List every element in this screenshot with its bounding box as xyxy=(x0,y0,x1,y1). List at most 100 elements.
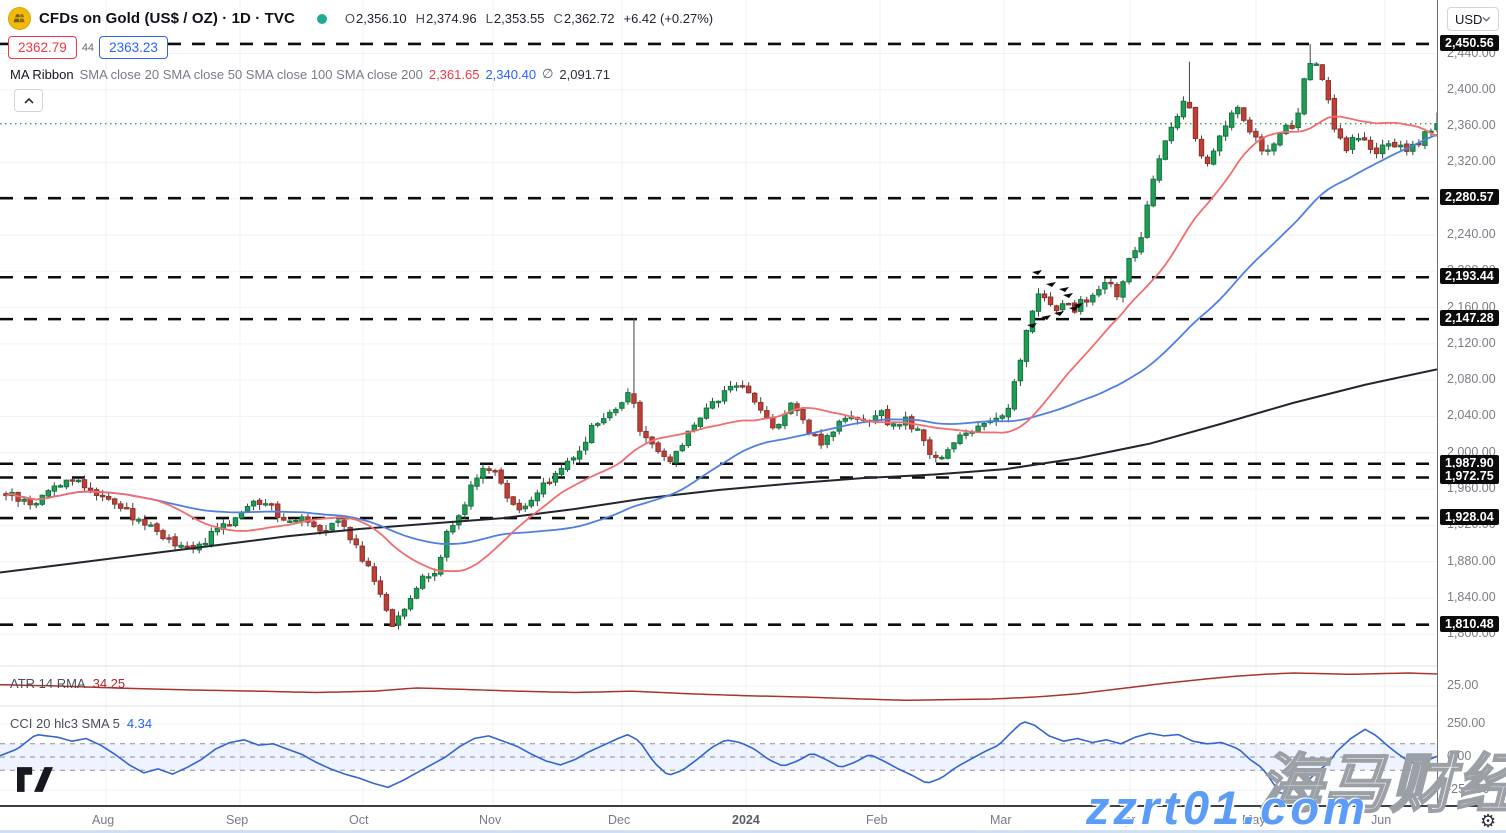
candle xyxy=(673,450,679,464)
price-level-badge: 1,972.75 xyxy=(1440,468,1499,485)
candle xyxy=(45,490,51,497)
candle xyxy=(1313,63,1319,66)
arrow-mark xyxy=(1027,323,1037,328)
candle xyxy=(184,545,190,549)
tradingview-logo-icon[interactable] xyxy=(17,767,53,797)
candle xyxy=(1035,293,1042,312)
candle xyxy=(250,500,257,507)
candle xyxy=(450,525,456,533)
candle xyxy=(407,598,414,610)
month-label: Aug xyxy=(92,813,115,827)
candle xyxy=(758,401,764,411)
ask-button[interactable]: 2363.23 xyxy=(99,36,168,59)
candle xyxy=(154,523,160,532)
candle xyxy=(1343,137,1350,152)
atr-line xyxy=(0,672,1437,702)
chart-plot[interactable] xyxy=(0,0,1437,805)
candle xyxy=(1410,143,1416,152)
market-status-icon[interactable] xyxy=(316,13,327,24)
candle xyxy=(703,407,710,419)
candle xyxy=(619,402,625,409)
chevron-down-icon xyxy=(1482,16,1491,22)
candle xyxy=(522,505,528,510)
arrow-annotations[interactable] xyxy=(1027,270,1083,328)
candle xyxy=(981,422,987,427)
candle xyxy=(1047,296,1054,306)
candle xyxy=(842,417,848,422)
candle xyxy=(999,415,1005,419)
close-value: 2,362.72 xyxy=(563,11,615,26)
candle xyxy=(540,482,547,495)
sma20-line xyxy=(5,115,1437,573)
ohlc-values: O2,356.10 H2,374.96 L2,353.55 C2,362.72 … xyxy=(344,11,714,26)
candle xyxy=(353,538,359,546)
arrow-mark xyxy=(1046,282,1056,287)
candle xyxy=(975,425,981,432)
candle xyxy=(438,556,444,575)
candle xyxy=(1325,80,1332,101)
candle xyxy=(202,542,208,546)
price-tick-label: 1,840.00 xyxy=(1447,589,1496,604)
currency-dropdown[interactable]: USD xyxy=(1447,7,1499,31)
candle xyxy=(130,508,136,521)
candle xyxy=(697,417,704,427)
candle xyxy=(214,527,221,533)
candle xyxy=(1192,106,1199,140)
candle xyxy=(721,390,728,402)
atr-legend[interactable]: ATR 14 RMA 34.25 xyxy=(10,676,125,691)
gear-icon[interactable]: ⚙ xyxy=(1480,811,1497,831)
time-axis[interactable]: ⚙ Aug Sep Oct Nov Dec 2024 Feb Mar Apr May Jun xyxy=(0,805,1506,833)
candle xyxy=(1392,141,1398,148)
cci-legend[interactable]: CCI 20 hlc3 SMA 5 4.34 xyxy=(10,716,152,731)
price-tick-label: 2,320.00 xyxy=(1447,154,1496,169)
candle xyxy=(111,498,118,505)
candle xyxy=(166,537,172,540)
candle xyxy=(727,385,734,391)
arrow-mark xyxy=(1059,287,1069,292)
candle xyxy=(1367,139,1374,150)
bid-button[interactable]: 2362.79 xyxy=(8,36,77,59)
candle xyxy=(588,424,595,444)
cci-label: CCI 20 hlc3 SMA 5 xyxy=(10,716,120,731)
candle xyxy=(884,409,891,426)
candle xyxy=(178,544,184,548)
candle xyxy=(1271,143,1277,152)
cci-tick-label: -250.00 xyxy=(1447,782,1490,796)
level-lines[interactable] xyxy=(0,42,1437,627)
candle xyxy=(1398,144,1404,148)
price-axis[interactable]: USD 1,800.001,840.001,880.001,920.001,96… xyxy=(1437,0,1506,805)
watermark-site: zzrt01.com xyxy=(1086,781,1369,833)
candle xyxy=(1289,124,1295,129)
candle xyxy=(329,522,335,531)
chart-canvas[interactable] xyxy=(0,0,1437,805)
candle xyxy=(105,495,112,500)
candle xyxy=(643,430,649,439)
candle xyxy=(395,615,402,626)
candle xyxy=(1379,144,1386,155)
candle xyxy=(468,484,474,507)
candle xyxy=(1084,299,1090,303)
candle xyxy=(607,411,613,419)
candle xyxy=(1210,150,1217,165)
candle xyxy=(365,560,371,567)
candle xyxy=(1144,204,1150,238)
symbol-title[interactable]: CFDs on Gold (US$ / OZ) · 1D · TVC xyxy=(39,10,295,27)
candle xyxy=(601,418,607,424)
candle xyxy=(1017,359,1024,382)
candle xyxy=(516,502,522,511)
collapse-legend-button[interactable] xyxy=(14,89,43,112)
candle xyxy=(33,503,39,506)
candle xyxy=(1186,101,1193,109)
price-tick-label: 2,240.00 xyxy=(1447,227,1496,241)
candle xyxy=(69,479,76,482)
month-label: Apr xyxy=(1116,813,1136,827)
candle xyxy=(1120,281,1126,298)
arrow-mark xyxy=(1069,306,1079,311)
price-level-badge: 1,987.90 xyxy=(1440,454,1499,471)
candle xyxy=(51,485,58,492)
ma-ribbon-legend[interactable]: MA Ribbon SMA close 20 SMA close 50 SMA … xyxy=(10,66,610,82)
candle xyxy=(800,409,806,421)
candle xyxy=(715,400,722,404)
candle xyxy=(413,587,420,599)
